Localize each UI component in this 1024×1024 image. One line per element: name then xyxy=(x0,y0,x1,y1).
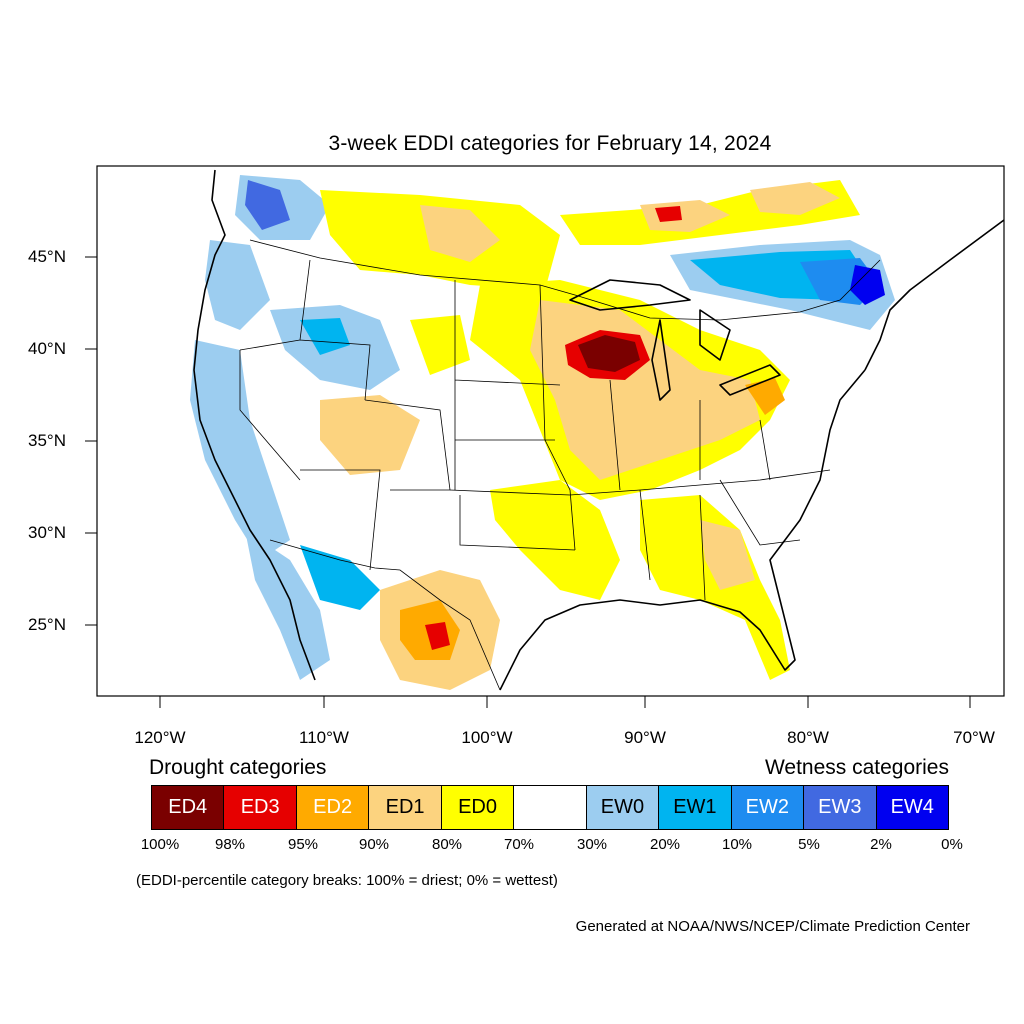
legend-box-ew4: EW4 xyxy=(876,786,948,829)
dry-region-georgia-ed1 xyxy=(700,520,755,590)
wet-region-west-coast xyxy=(190,340,290,560)
percentile-label-100: 100% xyxy=(140,836,180,853)
legend-box-neutral xyxy=(514,786,587,829)
legend-box-ed3: ED3 xyxy=(224,786,297,829)
lat-label-45n: 45°N xyxy=(28,247,66,266)
legend-label-ew0: EW0 xyxy=(600,796,645,818)
state-lines-central xyxy=(449,280,831,551)
percentile-label-95: 95% xyxy=(287,836,319,853)
legend-box-ed0: ED0 xyxy=(441,786,515,829)
legend-box-ew1: EW1 xyxy=(659,786,732,829)
dry-region-southeast xyxy=(640,495,790,680)
west-coastline xyxy=(193,169,316,681)
percentile-label-5: 5% xyxy=(798,836,820,853)
dry-region-northern-plains-ed1 xyxy=(420,205,500,262)
percentile-label-70: 70% xyxy=(503,836,535,853)
mexico-border xyxy=(269,539,501,691)
legend-label-ew2: EW2 xyxy=(745,796,790,818)
lon-label-120w: 120°W xyxy=(134,728,186,747)
legend-label-ed2: ED2 xyxy=(313,796,353,818)
map-title: 3-week EDDI categories for February 14, … xyxy=(328,132,772,155)
lon-label-100w: 100°W xyxy=(461,728,513,747)
lat-label-30n: 30°N xyxy=(28,523,66,542)
legend-box-ed2: ED2 xyxy=(296,786,370,829)
state-lines-west xyxy=(239,259,451,571)
legend-label-ew4: EW4 xyxy=(890,796,934,818)
legend-box-ew0: EW0 xyxy=(586,786,660,829)
lake-huron xyxy=(699,309,731,361)
credit-line: Generated at NOAA/NWS/NCEP/Climate Predi… xyxy=(575,918,970,935)
category-breaks-note: (EDDI-percentile category breaks: 100% =… xyxy=(136,872,558,889)
dry-region-ontario-ed1-east xyxy=(750,182,840,215)
state-lines-east xyxy=(609,379,801,601)
canada-border xyxy=(249,239,881,321)
lake-superior xyxy=(569,279,691,311)
legend-label-ew1: EW1 xyxy=(673,796,717,818)
legend-label-ed0: ED0 xyxy=(458,796,497,818)
legend-label-ed1: ED1 xyxy=(385,796,425,818)
percentile-label-20: 20% xyxy=(649,836,681,853)
gulf-coastline xyxy=(499,369,866,691)
wetness-heading: Wetness categories xyxy=(764,756,949,779)
category-shading xyxy=(190,175,895,690)
dry-region-colorado-ed0 xyxy=(410,315,470,375)
lon-label-70w: 70°W xyxy=(953,728,995,747)
legend-box-ed4: ED4 xyxy=(152,786,225,829)
wet-region-maine-ew4 xyxy=(850,265,885,305)
dry-region-texas-ed3 xyxy=(425,622,450,650)
wet-region-baja xyxy=(245,530,330,680)
percentile-label-0: 0% xyxy=(941,836,963,853)
lon-label-80w: 80°W xyxy=(787,728,829,747)
category-legend: ED4 ED3 ED2 ED1 ED0 EW0 EW1 EW2 EW3 EW4 xyxy=(151,785,949,830)
map-frame xyxy=(96,165,1005,697)
legend-box-ew2: EW2 xyxy=(731,786,805,829)
dry-region-colorado-plateau xyxy=(320,395,420,475)
legend-box-ed1: ED1 xyxy=(369,786,442,829)
percentile-label-90: 90% xyxy=(358,836,390,853)
lake-erie xyxy=(719,364,781,396)
dry-region-southern-plains xyxy=(490,480,620,600)
drought-heading: Drought categories xyxy=(149,756,327,779)
wet-region-pacific-northwest xyxy=(205,240,270,330)
dry-region-ohio-ed2 xyxy=(745,378,785,415)
axis-ticks xyxy=(85,256,971,708)
lon-label-110w: 110°W xyxy=(299,728,349,747)
lat-label-40n: 40°N xyxy=(28,339,66,358)
legend-box-ew3: EW3 xyxy=(804,786,877,829)
legend-label-ew3: EW3 xyxy=(818,796,862,818)
percentile-label-10: 10% xyxy=(721,836,753,853)
lon-label-90w: 90°W xyxy=(624,728,666,747)
state-borders xyxy=(239,239,881,691)
lake-michigan xyxy=(651,319,671,401)
legend-label-ed4: ED4 xyxy=(168,796,208,818)
wet-region-idaho-ew1 xyxy=(300,318,350,355)
wet-region-canada-west-core xyxy=(245,180,290,230)
percentile-label-98: 98% xyxy=(214,836,246,853)
legend-label-ed3: ED3 xyxy=(240,796,280,818)
percentile-label-80: 80% xyxy=(431,836,463,853)
coastlines xyxy=(193,169,1004,691)
percentile-label-2: 2% xyxy=(870,836,892,853)
dry-region-ontario-ed3 xyxy=(655,206,682,222)
east-coastline xyxy=(864,219,1004,371)
lat-label-25n: 25°N xyxy=(28,615,66,634)
dry-region-wisconsin-ed4 xyxy=(578,335,640,372)
lat-label-35n: 35°N xyxy=(28,431,66,450)
wet-region-sonora xyxy=(300,545,380,610)
percentile-label-30: 30% xyxy=(576,836,608,853)
